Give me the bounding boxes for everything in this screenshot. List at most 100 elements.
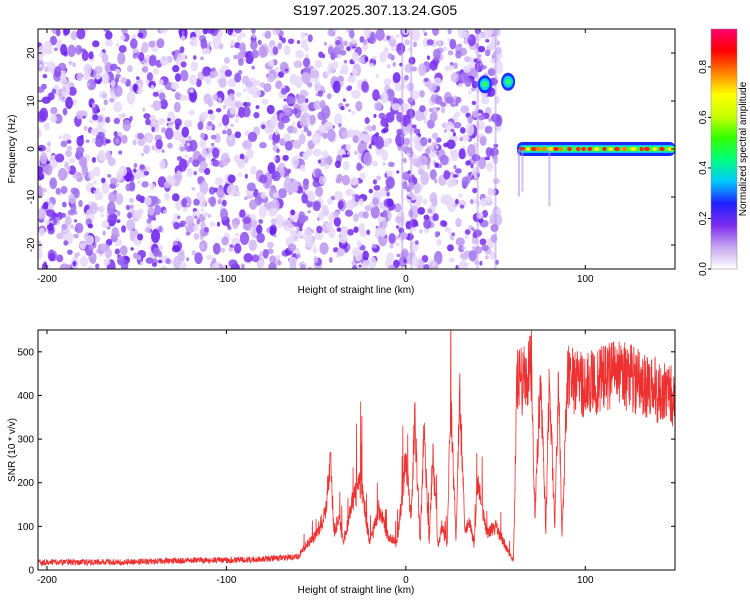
- noise-blob: [252, 34, 257, 38]
- noise-blob: [339, 49, 347, 56]
- noise-blob: [150, 228, 161, 244]
- noise-blob: [478, 114, 486, 121]
- noise-blob: [417, 206, 426, 215]
- noise-blob: [279, 35, 283, 41]
- noise-blob: [386, 191, 391, 197]
- noise-blob: [425, 148, 431, 156]
- noise-blob: [432, 261, 436, 267]
- noise-blob: [145, 56, 150, 61]
- noise-blob: [463, 37, 469, 45]
- noise-blob: [115, 192, 124, 205]
- noise-blob: [233, 243, 242, 254]
- noise-blob: [458, 193, 463, 198]
- colorbar-tick-label: 0.0: [698, 262, 709, 276]
- noise-blob: [446, 244, 454, 252]
- noise-blob: [443, 128, 447, 133]
- snr-x-label: Height of straight line (km): [298, 585, 415, 596]
- noise-blob: [307, 82, 313, 87]
- noise-blob: [212, 93, 219, 101]
- noise-blob: [85, 139, 90, 143]
- noise-blob: [373, 101, 383, 111]
- noise-blob: [210, 134, 217, 140]
- noise-blob: [292, 184, 299, 193]
- noise-blob: [239, 209, 246, 218]
- noise-blob: [402, 157, 407, 164]
- noise-blob: [300, 38, 308, 49]
- noise-blob: [111, 227, 120, 240]
- noise-blob: [326, 198, 333, 205]
- noise-blob: [388, 37, 397, 48]
- noise-blob: [58, 135, 63, 140]
- noise-blob: [156, 38, 165, 49]
- noise-blob: [368, 188, 373, 194]
- carrier-drip: [548, 149, 551, 207]
- noise-blob: [237, 58, 244, 66]
- noise-blob: [56, 232, 64, 240]
- noise-blob: [423, 264, 430, 269]
- spectrogram-y-tick-label: 0: [26, 146, 37, 152]
- noise-blob: [98, 205, 105, 213]
- noise-blob: [300, 264, 306, 269]
- noise-blob: [471, 80, 479, 89]
- noise-blob: [299, 115, 308, 127]
- noise-blob: [269, 208, 276, 215]
- noise-blob: [371, 243, 377, 249]
- noise-blob: [413, 220, 419, 227]
- noise-blob: [423, 31, 428, 37]
- noise-blob: [432, 29, 439, 37]
- snr-y-tick-label: 400: [17, 391, 34, 402]
- carrier-hotspot: [658, 147, 665, 151]
- noise-blob: [299, 164, 306, 172]
- noise-blob: [114, 85, 123, 97]
- noise-blob: [436, 107, 441, 111]
- noise-blob: [462, 65, 471, 74]
- noise-blob: [204, 167, 211, 175]
- noise-blob: [258, 45, 268, 58]
- noise-blob: [442, 46, 448, 52]
- noise-blob: [137, 139, 146, 147]
- noise-blob: [235, 118, 239, 124]
- noise-blob: [336, 248, 345, 257]
- noise-blob: [53, 47, 58, 52]
- noise-blob: [259, 251, 264, 256]
- carrier-hotspot: [613, 147, 620, 151]
- noise-blob: [83, 72, 91, 80]
- noise-blob: [161, 149, 165, 153]
- noise-blob: [395, 225, 400, 229]
- noise-blob: [211, 67, 216, 72]
- noise-blob: [175, 166, 180, 171]
- noise-blob: [38, 242, 43, 252]
- noise-blob: [314, 230, 324, 241]
- noise-blob: [490, 223, 499, 233]
- noise-blob: [184, 119, 193, 128]
- spectrogram-y-tick-label: -20: [26, 237, 37, 252]
- noise-blob: [468, 35, 472, 40]
- noise-blob: [68, 86, 77, 96]
- noise-blob: [152, 68, 159, 75]
- noise-blob: [303, 228, 313, 243]
- noise-blob: [343, 161, 350, 171]
- noise-blob: [171, 50, 176, 56]
- noise-blob: [489, 251, 496, 260]
- noise-blob: [221, 114, 230, 126]
- noise-blob: [495, 61, 504, 74]
- noise-blob: [256, 224, 263, 235]
- noise-blob: [369, 62, 375, 68]
- noise-streak: [476, 29, 479, 269]
- noise-blob: [202, 211, 209, 218]
- noise-blob: [73, 233, 80, 239]
- noise-blob: [255, 105, 260, 109]
- noise-blob: [458, 148, 466, 160]
- noise-blob: [209, 221, 216, 228]
- noise-blob: [345, 103, 350, 107]
- noise-blob: [396, 235, 400, 240]
- noise-blob: [453, 121, 462, 129]
- noise-blob: [146, 72, 154, 82]
- noise-blob: [185, 231, 191, 236]
- noise-blob: [258, 259, 265, 268]
- noise-blob: [448, 231, 452, 235]
- noise-blob: [488, 117, 492, 122]
- noise-blob: [305, 98, 309, 103]
- noise-blob: [291, 157, 300, 168]
